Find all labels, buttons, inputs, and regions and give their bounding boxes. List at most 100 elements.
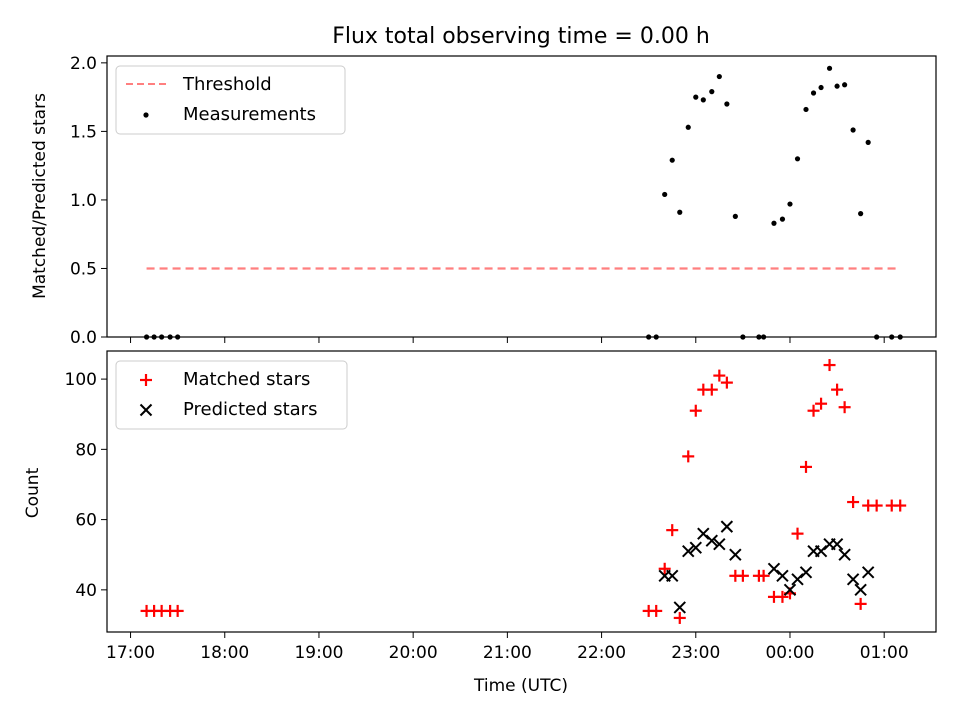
predicted-point xyxy=(705,534,719,547)
count-y-tick-label: 100 xyxy=(65,370,97,390)
time-x-tick-label: 18:00 xyxy=(200,643,249,663)
matched-point xyxy=(650,604,663,617)
matched-point xyxy=(673,611,686,624)
ratio-legend: Threshold Measurements xyxy=(115,65,346,135)
count-y-axis-label: Count xyxy=(23,467,43,518)
predicted-point xyxy=(767,562,781,575)
matched-point xyxy=(658,562,671,575)
matched-point xyxy=(831,383,844,396)
measurement-point xyxy=(826,65,833,71)
legend-predicted-label: Predicted stars xyxy=(183,399,317,420)
measurement-point xyxy=(810,90,817,96)
ratio-legend-box xyxy=(115,65,346,135)
ratio-marks xyxy=(143,65,903,340)
time-x-tick-label: 17:00 xyxy=(106,643,155,663)
predicted-point xyxy=(673,601,686,614)
count-y-tick-label: 60 xyxy=(75,511,97,531)
count-y-tick-label: 80 xyxy=(75,440,97,460)
matched-point xyxy=(171,604,184,617)
matched-point xyxy=(689,404,702,417)
predicted-point xyxy=(814,545,828,558)
measurement-point xyxy=(865,139,871,145)
ratio-y-tick-label: 0.0 xyxy=(70,328,97,348)
time-x-tick-label: 19:00 xyxy=(294,643,343,663)
matched-point xyxy=(870,499,883,512)
measurement-point xyxy=(818,84,824,91)
time-x-tick-label: 20:00 xyxy=(389,643,438,663)
count-legend-box xyxy=(115,360,348,430)
predicted-point xyxy=(846,573,860,586)
measurement-point xyxy=(700,97,706,103)
legend-measurements-swatch xyxy=(143,112,149,118)
matched-point xyxy=(713,369,726,382)
predicted-point xyxy=(682,545,695,558)
measurement-point xyxy=(662,191,668,198)
count-panel-frame xyxy=(106,350,937,633)
predicted-point xyxy=(666,569,679,583)
measurement-point xyxy=(850,127,856,133)
measurement-point xyxy=(834,83,840,89)
measurement-point xyxy=(709,89,715,95)
matched-point xyxy=(815,397,828,410)
measurement-point xyxy=(669,157,675,163)
legend-measurements-label: Measurements xyxy=(183,104,316,125)
matched-point xyxy=(854,597,867,610)
measurement-point xyxy=(685,124,691,130)
matched-point xyxy=(847,496,860,509)
legend-matched-label: Matched stars xyxy=(183,369,310,390)
predicted-point xyxy=(729,548,742,561)
ratio-axis-ticks: 0.0 0.5 1.0 1.5 2.0 xyxy=(70,54,885,348)
measurement-point xyxy=(677,209,683,215)
measurement-point xyxy=(842,82,848,88)
measurement-point xyxy=(787,201,793,207)
time-x-tick-label: 22:00 xyxy=(577,643,626,663)
matched-point xyxy=(799,460,812,473)
chart-title: Flux total observing time = 0.00 h xyxy=(332,24,710,49)
predicted-point xyxy=(854,583,867,597)
count-legend: Matched stars Predicted stars xyxy=(115,360,348,430)
matched-point xyxy=(894,499,907,512)
ratio-y-axis-label: Matched/Predicted stars xyxy=(30,93,50,299)
measurement-point xyxy=(732,213,738,219)
matched-point xyxy=(838,401,851,414)
measurement-point xyxy=(794,156,801,162)
predicted-point xyxy=(783,583,797,597)
matched-point xyxy=(757,569,770,582)
matched-point xyxy=(807,404,820,417)
matched-point xyxy=(791,527,804,540)
measurement-point xyxy=(803,106,809,113)
matched-point xyxy=(736,569,749,582)
predicted-point xyxy=(720,520,734,533)
count-panel: 40 60 80 100 17:00 18:00 19:00 20:00 21:00 22:00 2… xyxy=(23,350,937,696)
time-x-tick-label: 23:00 xyxy=(671,643,720,663)
matched-point xyxy=(776,590,789,603)
ratio-y-tick-label: 1.0 xyxy=(70,191,97,211)
predicted-point xyxy=(838,548,851,561)
predicted-point xyxy=(689,541,702,554)
measurement-point xyxy=(716,73,722,80)
matched-point xyxy=(720,376,733,389)
time-x-tick-label: 21:00 xyxy=(483,643,532,663)
predicted-point xyxy=(713,537,726,551)
matched-point xyxy=(682,450,695,463)
measurement-point xyxy=(724,101,730,107)
ratio-panel: 0.00.51.01.52.0 Matched/Predicted stars … xyxy=(30,54,937,348)
time-x-tick-label: 00:00 xyxy=(765,643,814,663)
predicted-point xyxy=(861,566,875,579)
count-y-tick-label: 40 xyxy=(75,581,97,601)
time-x-tick-label: 01:00 xyxy=(860,643,909,663)
count-axis-ticks: 40 60 80 100 17:00 18:00 19:00 20:00 21:00 22:00 2… xyxy=(65,370,909,663)
ratio-y-tick-label: 2.0 xyxy=(70,54,97,74)
predicted-point xyxy=(799,566,813,579)
legend-matched-swatch xyxy=(140,374,152,386)
matched-point xyxy=(705,383,718,396)
legend-plus-glyph xyxy=(140,374,152,386)
ratio-y-tick-label: 0.5 xyxy=(70,259,97,279)
ratio-y-tick-label: 1.5 xyxy=(70,122,97,142)
matched-point xyxy=(823,359,836,372)
ratio-panel-frame xyxy=(106,55,937,338)
measurement-point xyxy=(779,216,786,222)
matched-point xyxy=(666,524,679,537)
predicted-point xyxy=(830,537,844,551)
